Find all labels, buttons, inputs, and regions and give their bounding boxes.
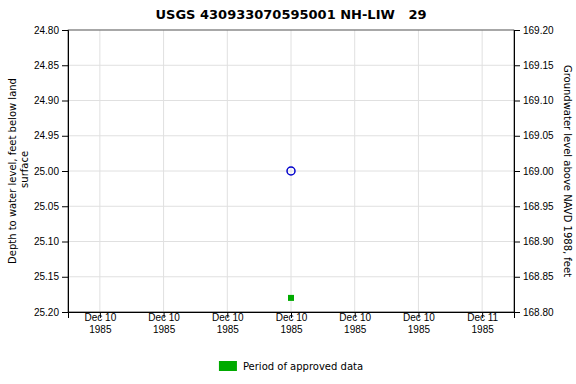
tick-mark xyxy=(62,65,68,66)
tick: 168.95 xyxy=(514,201,554,212)
tick-mark xyxy=(62,277,68,278)
tick-label: Dec 101985 xyxy=(276,312,308,335)
tick-mark xyxy=(514,30,520,31)
tick-label: 24.95 xyxy=(34,130,59,141)
marks xyxy=(287,167,295,301)
y2-axis-title: Groundwater level above NAVD 1988, feet xyxy=(562,65,573,277)
plot-frame xyxy=(68,30,514,312)
tick-mark xyxy=(62,30,68,31)
tick-label: 24.90 xyxy=(34,95,59,106)
tick-mark xyxy=(514,171,520,172)
tick-label: 25.15 xyxy=(34,271,59,282)
y2-axis: 169.20 169.15 169.10 169.05 169.00 168.95 168.… xyxy=(514,25,554,318)
tick-label: 168.95 xyxy=(523,201,554,212)
tick-mark xyxy=(514,136,520,137)
tick: Dec 101985 xyxy=(339,312,371,335)
tick: Dec 101985 xyxy=(148,312,180,335)
tick-mark xyxy=(62,206,68,207)
tick-label: Dec 101985 xyxy=(85,312,117,335)
tick: 24.85 xyxy=(34,60,68,71)
grid-line xyxy=(68,206,514,207)
tick: 168.85 xyxy=(514,271,554,282)
tick: 24.95 xyxy=(34,130,68,141)
tick: 169.05 xyxy=(514,130,554,141)
tick-label: 25.00 xyxy=(34,166,59,177)
tick-mark xyxy=(514,206,520,207)
tick: 25.05 xyxy=(34,201,68,212)
tick-label: Dec 111985 xyxy=(467,312,498,335)
tick-label: 169.20 xyxy=(523,25,554,36)
tick-mark xyxy=(514,242,520,243)
tick: 25.20 xyxy=(34,307,68,318)
y-axis-title: Depth to water level, feet below land su… xyxy=(7,78,30,264)
axis-line xyxy=(62,31,69,313)
grid-line xyxy=(68,241,514,242)
tick-label: 169.00 xyxy=(523,166,554,177)
tick-label: Dec 101985 xyxy=(403,312,435,335)
legend-item: Period of approved data xyxy=(219,361,363,372)
tick: Dec 111985 xyxy=(467,312,498,335)
tick: 24.80 xyxy=(34,25,68,36)
grid-line xyxy=(68,135,514,136)
x-axis: Dec 101985 Dec 101985 Dec 101985 Dec 101985… xyxy=(69,312,515,335)
chart: Dec 101985 Dec 101985 Dec 101985 Dec 101985… xyxy=(0,0,576,384)
axis-line xyxy=(515,31,521,313)
tick-label: 168.90 xyxy=(523,236,554,247)
point xyxy=(287,167,295,175)
tick-mark xyxy=(62,171,68,172)
tick-mark xyxy=(62,136,68,137)
tick: 168.80 xyxy=(514,307,554,318)
tick: Dec 101985 xyxy=(212,312,244,335)
tick: 169.20 xyxy=(514,25,554,36)
tick-label: 168.80 xyxy=(523,307,554,318)
tick: 25.00 xyxy=(34,166,68,177)
grid-line xyxy=(68,171,514,172)
tick-label: Dec 101985 xyxy=(212,312,244,335)
title: USGS 430933070595001 NH-LIW 29 xyxy=(156,7,427,22)
tick-mark xyxy=(62,242,68,243)
point xyxy=(288,295,294,301)
tick: 24.90 xyxy=(34,95,68,106)
tick-label: 25.05 xyxy=(34,201,59,212)
tick: Dec 101985 xyxy=(276,312,308,335)
series xyxy=(288,295,294,301)
tick-mark xyxy=(62,312,68,313)
tick-label: 24.85 xyxy=(34,60,59,71)
tick-mark xyxy=(514,101,520,102)
tick: 169.15 xyxy=(514,60,554,71)
tick: 169.00 xyxy=(514,166,554,177)
legend-label: Period of approved data xyxy=(243,361,363,372)
legend-swatch xyxy=(219,361,237,371)
plot: Dec 101985 Dec 101985 Dec 101985 Dec 101985… xyxy=(7,25,573,335)
tick: Dec 101985 xyxy=(403,312,435,335)
tick-mark xyxy=(62,101,68,102)
series xyxy=(287,167,295,175)
legend: Period of approved data xyxy=(219,361,363,372)
tick: 169.10 xyxy=(514,95,554,106)
tick-mark xyxy=(514,312,520,313)
y-axis: 24.80 24.85 24.90 24.95 25.00 25.05 25.10 25.15… xyxy=(34,25,69,318)
grid xyxy=(68,30,514,312)
tick-label: Dec 101985 xyxy=(339,312,371,335)
tick-mark xyxy=(514,65,520,66)
tick: Dec 101985 xyxy=(85,312,117,335)
grid-line xyxy=(68,276,514,277)
tick: 168.90 xyxy=(514,236,554,247)
tick-label: Dec 101985 xyxy=(148,312,180,335)
tick-label: 169.15 xyxy=(523,60,554,71)
tick: 25.15 xyxy=(34,271,68,282)
tick-mark xyxy=(514,277,520,278)
tick-label: 169.05 xyxy=(523,130,554,141)
tick-label: 169.10 xyxy=(523,95,554,106)
tick-label: 25.10 xyxy=(34,236,59,247)
tick-label: 168.85 xyxy=(523,271,554,282)
tick-label: 25.20 xyxy=(34,307,59,318)
tick: 25.10 xyxy=(34,236,68,247)
grid-line xyxy=(68,100,514,101)
grid-line xyxy=(68,65,514,66)
tick-label: 24.80 xyxy=(34,25,59,36)
